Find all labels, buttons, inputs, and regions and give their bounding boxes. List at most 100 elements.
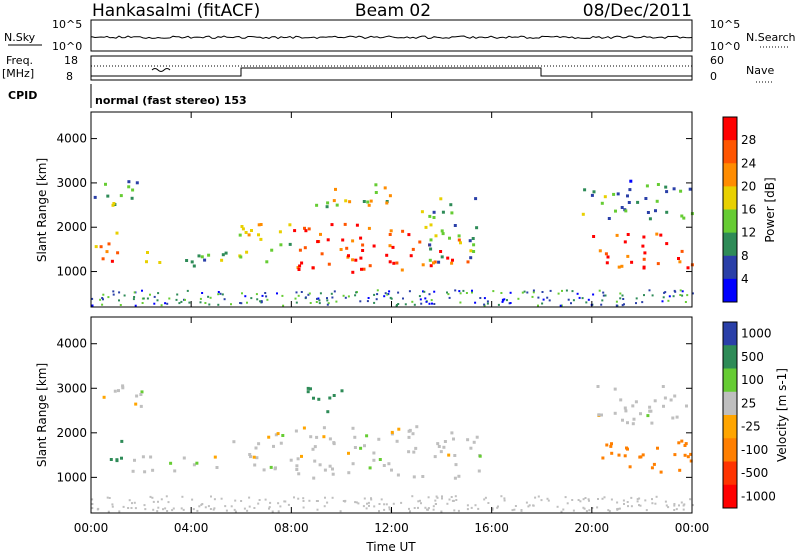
data-cell bbox=[424, 225, 428, 229]
data-cell bbox=[643, 251, 647, 255]
data-cell bbox=[240, 225, 244, 228]
data-cell bbox=[400, 268, 404, 272]
data-cell bbox=[665, 504, 668, 507]
data-cell bbox=[556, 505, 559, 508]
data-cell bbox=[428, 302, 431, 305]
data-cell bbox=[612, 192, 616, 196]
data-cell bbox=[201, 503, 204, 505]
data-cell bbox=[506, 299, 508, 302]
data-cell bbox=[153, 295, 156, 298]
data-cell bbox=[318, 299, 321, 302]
y-tick-label: 4000 bbox=[56, 132, 87, 146]
data-cell bbox=[401, 229, 405, 233]
data-cell bbox=[295, 464, 299, 468]
data-cell bbox=[331, 496, 334, 499]
data-cell bbox=[400, 501, 403, 504]
data-cell bbox=[247, 233, 251, 237]
data-cell bbox=[447, 293, 450, 296]
data-cell bbox=[623, 454, 627, 458]
data-cell bbox=[615, 304, 618, 307]
data-cell bbox=[105, 250, 109, 254]
data-cell bbox=[209, 508, 212, 510]
data-cell bbox=[680, 501, 683, 504]
data-cell bbox=[91, 503, 94, 505]
data-cell bbox=[432, 508, 435, 511]
data-cell bbox=[679, 189, 683, 193]
data-cell bbox=[435, 495, 438, 498]
data-cell bbox=[184, 298, 186, 301]
data-cell bbox=[317, 297, 320, 300]
data-cell bbox=[208, 303, 211, 306]
station-title: Hankasalmi (fitACF) bbox=[92, 1, 260, 21]
data-cell bbox=[425, 300, 428, 303]
data-cell bbox=[363, 444, 366, 448]
data-cell bbox=[620, 206, 624, 209]
data-cell bbox=[686, 455, 690, 459]
data-cell bbox=[279, 243, 283, 247]
data-cell bbox=[182, 456, 186, 460]
data-cell bbox=[157, 500, 159, 503]
data-cell bbox=[636, 498, 639, 501]
data-cell bbox=[316, 508, 319, 511]
colorbar-swatch bbox=[723, 484, 737, 509]
data-cell bbox=[262, 468, 266, 472]
data-cell bbox=[454, 463, 458, 467]
data-cell bbox=[388, 290, 391, 293]
data-cell bbox=[117, 389, 120, 393]
data-cell bbox=[142, 297, 145, 300]
data-cell bbox=[109, 458, 113, 461]
nave-tick-bottom: 0 bbox=[710, 70, 717, 83]
data-cell bbox=[477, 469, 481, 473]
data-cell bbox=[628, 465, 632, 469]
data-cell bbox=[597, 498, 599, 500]
data-cell bbox=[281, 294, 284, 297]
data-cell bbox=[623, 303, 625, 306]
data-cell bbox=[318, 302, 321, 305]
data-cell bbox=[424, 297, 427, 300]
data-cell bbox=[162, 508, 164, 511]
data-cell bbox=[673, 504, 676, 507]
data-cell bbox=[434, 234, 438, 238]
data-cell bbox=[537, 495, 540, 498]
data-cell bbox=[684, 301, 687, 303]
data-cell bbox=[113, 389, 117, 393]
data-cell bbox=[601, 456, 605, 460]
data-cell bbox=[669, 398, 673, 402]
data-cell bbox=[257, 502, 260, 505]
data-cell bbox=[342, 500, 345, 502]
data-cell bbox=[673, 503, 676, 505]
data-cell bbox=[181, 495, 184, 498]
data-cell bbox=[439, 450, 443, 454]
data-cell bbox=[210, 495, 212, 498]
data-cell bbox=[661, 385, 665, 388]
colorbar-swatch bbox=[723, 438, 737, 462]
data-cell bbox=[621, 294, 624, 297]
data-cell bbox=[442, 445, 446, 449]
data-cell bbox=[412, 475, 416, 479]
data-cell bbox=[412, 450, 416, 454]
data-cell bbox=[91, 507, 94, 510]
data-cell bbox=[474, 301, 477, 304]
data-cell bbox=[636, 200, 640, 204]
data-cell bbox=[651, 502, 654, 505]
colorbar-tick-label: 20 bbox=[741, 179, 756, 193]
data-cell bbox=[603, 195, 607, 199]
data-cell bbox=[354, 258, 358, 262]
data-cell bbox=[673, 289, 676, 292]
data-cell bbox=[663, 396, 667, 400]
data-cell bbox=[682, 508, 685, 511]
data-cell bbox=[561, 289, 563, 292]
data-cell bbox=[453, 476, 457, 480]
data-cell bbox=[600, 413, 603, 417]
data-cell bbox=[207, 295, 210, 298]
data-cell bbox=[616, 192, 620, 196]
data-cell bbox=[420, 210, 424, 214]
data-cell bbox=[327, 302, 330, 305]
data-cell bbox=[134, 507, 137, 510]
data-cell bbox=[511, 509, 514, 512]
data-cell bbox=[627, 201, 631, 204]
data-cell bbox=[246, 301, 248, 304]
data-cell bbox=[546, 497, 549, 500]
data-cell bbox=[472, 250, 476, 253]
data-cell bbox=[276, 292, 278, 295]
